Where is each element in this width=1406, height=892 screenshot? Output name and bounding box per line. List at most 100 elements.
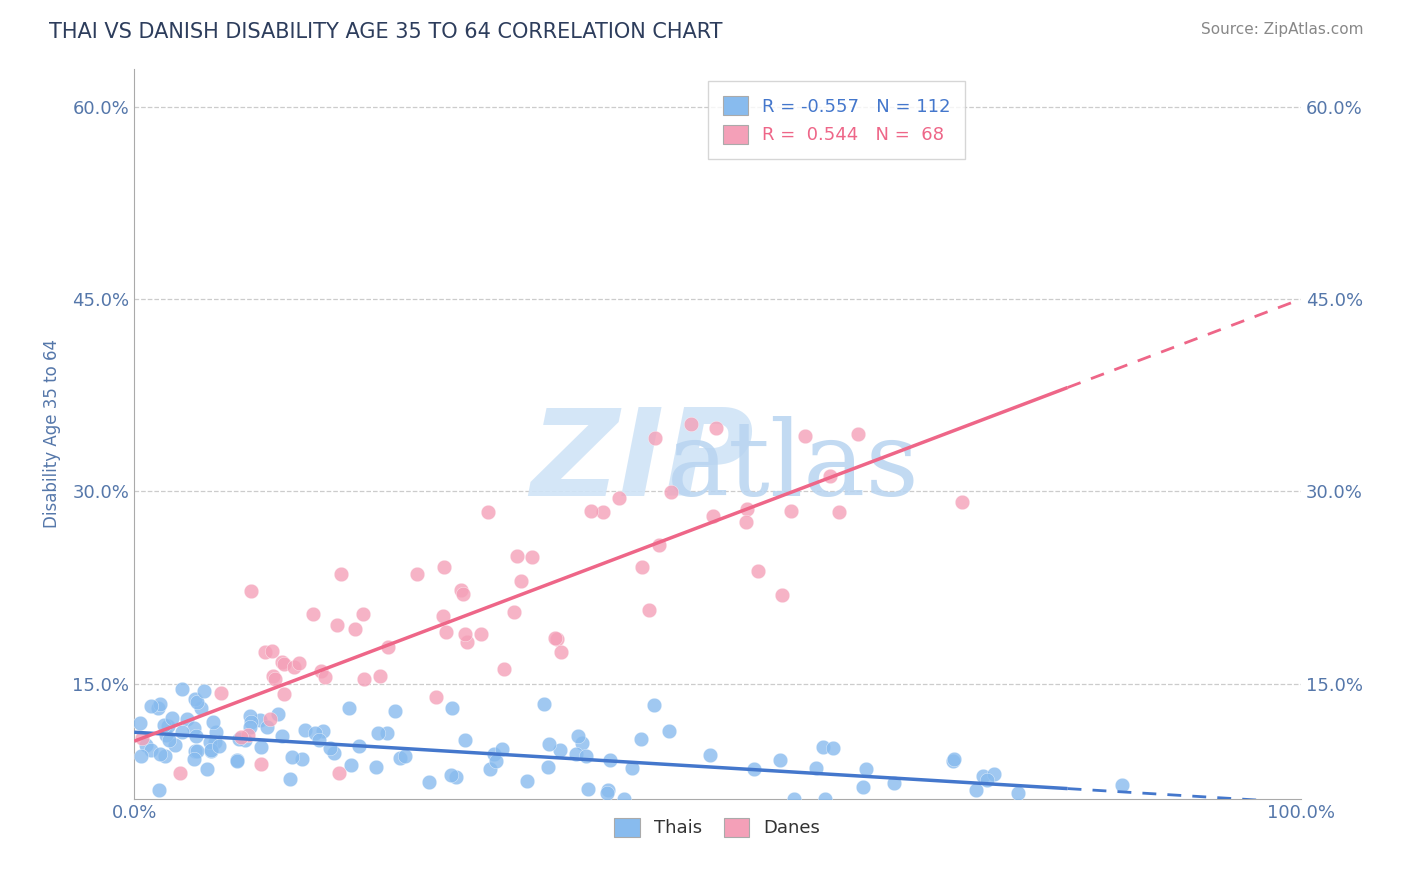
- Point: [163, 738, 186, 752]
- Point: [283, 659, 305, 673]
- Point: [613, 792, 636, 806]
- Point: [208, 739, 231, 753]
- Point: [814, 792, 837, 806]
- Point: [249, 713, 271, 727]
- Point: [405, 566, 427, 581]
- Point: [330, 566, 353, 581]
- Point: [494, 662, 516, 676]
- Point: [323, 746, 346, 760]
- Point: [571, 736, 593, 750]
- Point: [658, 723, 681, 738]
- Text: atlas: atlas: [666, 416, 920, 517]
- Point: [972, 769, 994, 783]
- Point: [454, 733, 477, 747]
- Point: [250, 739, 273, 754]
- Point: [782, 792, 804, 806]
- Point: [846, 426, 869, 441]
- Point: [479, 762, 502, 776]
- Text: Source: ZipAtlas.com: Source: ZipAtlas.com: [1201, 22, 1364, 37]
- Y-axis label: Disability Age 35 to 64: Disability Age 35 to 64: [44, 339, 60, 528]
- Legend: Thais, Danes: Thais, Danes: [607, 811, 828, 845]
- Point: [239, 708, 262, 723]
- Point: [139, 743, 162, 757]
- Point: [794, 428, 817, 442]
- Point: [537, 760, 560, 774]
- Point: [377, 640, 399, 654]
- Point: [184, 730, 207, 744]
- Point: [598, 782, 620, 797]
- Point: [704, 421, 727, 435]
- Point: [340, 757, 363, 772]
- Point: [262, 644, 284, 658]
- Point: [418, 775, 440, 789]
- Point: [548, 742, 571, 756]
- Point: [146, 700, 169, 714]
- Point: [942, 754, 965, 768]
- Point: [250, 757, 273, 772]
- Point: [575, 749, 598, 764]
- Point: [567, 729, 589, 743]
- Point: [153, 717, 176, 731]
- Point: [852, 780, 875, 795]
- Point: [522, 550, 544, 565]
- Point: [883, 776, 905, 790]
- Point: [735, 515, 758, 529]
- Point: [184, 692, 207, 706]
- Point: [384, 704, 406, 718]
- Point: [470, 627, 492, 641]
- Point: [544, 631, 567, 645]
- Point: [259, 713, 281, 727]
- Point: [659, 485, 682, 500]
- Point: [681, 417, 703, 432]
- Point: [818, 469, 841, 483]
- Point: [621, 761, 644, 775]
- Point: [352, 607, 374, 621]
- Point: [596, 786, 619, 800]
- Point: [510, 574, 533, 588]
- Point: [231, 731, 253, 745]
- Point: [769, 753, 792, 767]
- Point: [200, 744, 222, 758]
- Point: [454, 627, 477, 641]
- Point: [204, 725, 226, 739]
- Point: [579, 504, 602, 518]
- Point: [780, 504, 803, 518]
- Point: [643, 698, 665, 712]
- Point: [537, 738, 560, 752]
- Point: [485, 754, 508, 768]
- Point: [344, 623, 367, 637]
- Point: [256, 720, 278, 734]
- Point: [198, 735, 221, 749]
- Point: [366, 760, 388, 774]
- Point: [699, 747, 721, 762]
- Point: [270, 729, 292, 743]
- Point: [375, 726, 398, 740]
- Point: [135, 738, 157, 752]
- Point: [630, 732, 652, 747]
- Point: [370, 669, 392, 683]
- Point: [550, 645, 572, 659]
- Point: [533, 697, 555, 711]
- Text: ZIP: ZIP: [530, 404, 754, 522]
- Point: [983, 766, 1005, 780]
- Point: [456, 635, 478, 649]
- Point: [735, 501, 758, 516]
- Point: [271, 655, 294, 669]
- Point: [744, 762, 766, 776]
- Point: [193, 684, 215, 698]
- Point: [273, 657, 295, 671]
- Point: [477, 505, 499, 519]
- Point: [950, 495, 973, 509]
- Point: [183, 752, 205, 766]
- Point: [450, 582, 472, 597]
- Point: [148, 782, 170, 797]
- Point: [1007, 786, 1029, 800]
- Point: [169, 766, 191, 780]
- Point: [309, 664, 332, 678]
- Point: [434, 625, 457, 640]
- Point: [353, 673, 375, 687]
- Point: [225, 755, 247, 769]
- Point: [160, 711, 183, 725]
- Point: [226, 754, 249, 768]
- Point: [943, 752, 966, 766]
